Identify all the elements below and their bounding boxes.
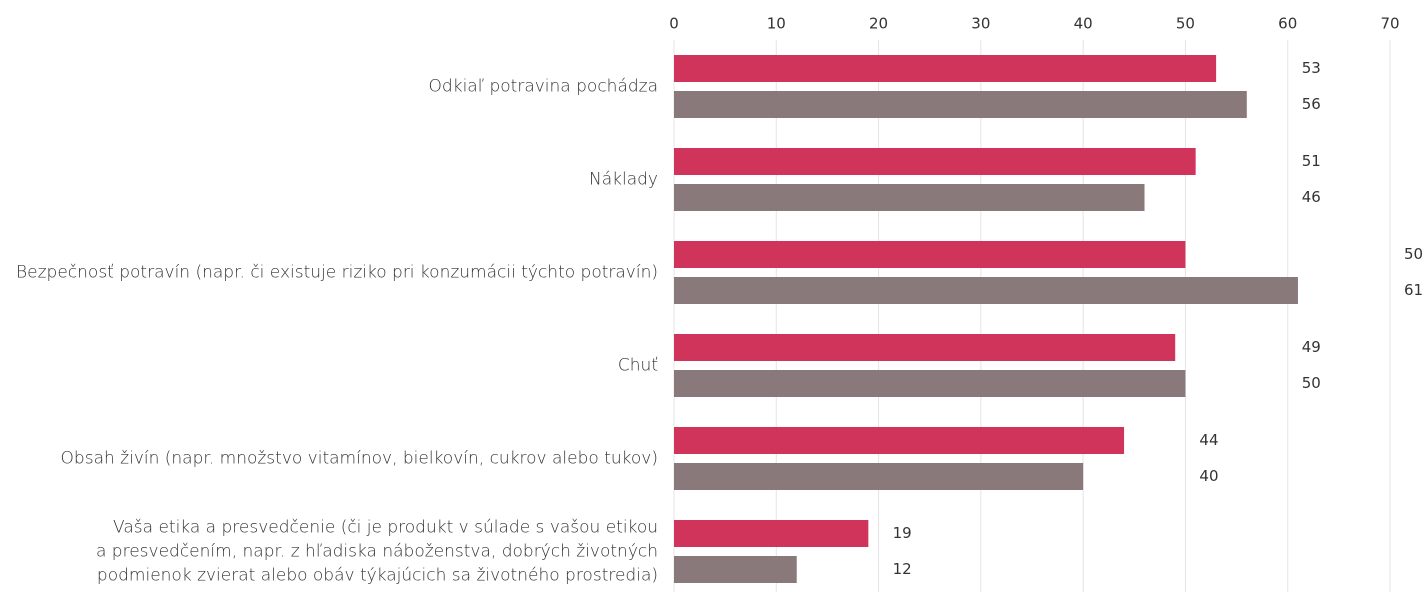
x-tick-label: 0 (669, 15, 679, 33)
value-label: 19 (893, 524, 912, 542)
value-label: 50 (1404, 245, 1423, 263)
value-label: 40 (1199, 467, 1218, 485)
value-label: 51 (1302, 152, 1321, 170)
category-line: a presvedčením, napr. z hľadiska nábožen… (96, 542, 658, 562)
category-label: Náklady (589, 170, 658, 190)
bar (674, 55, 1217, 82)
value-label: 50 (1302, 374, 1321, 392)
value-label: 49 (1302, 338, 1321, 356)
bar (674, 277, 1298, 304)
category-label: Chuť (618, 356, 658, 376)
bar (674, 556, 797, 583)
bar (674, 148, 1196, 175)
bar (674, 463, 1084, 490)
x-tick-label: 30 (971, 15, 990, 33)
x-tick-label: 40 (1074, 15, 1093, 33)
bar (674, 427, 1125, 454)
bar (674, 334, 1176, 361)
bar (674, 520, 869, 547)
category-label: Obsah živín (napr. množstvo vitamínov, b… (61, 449, 658, 469)
category-label: Vaša etika a presvedčenie (či je produkt… (96, 518, 658, 586)
category-line: podmienok zvierat alebo obáv týkajúcich … (97, 566, 658, 586)
bar (674, 370, 1186, 397)
value-label: 61 (1404, 281, 1423, 299)
category-label: Odkiaľ potravina pochádza (429, 77, 658, 97)
x-tick-label: 20 (869, 15, 888, 33)
bar (674, 91, 1247, 118)
category-line: Vaša etika a presvedčenie (či je produkt… (113, 518, 658, 538)
value-label: 56 (1302, 95, 1321, 113)
x-tick-label: 70 (1380, 15, 1399, 33)
value-label: 53 (1302, 59, 1321, 77)
value-label: 12 (893, 560, 912, 578)
x-tick-label: 60 (1278, 15, 1297, 33)
bar (674, 241, 1186, 268)
value-label: 46 (1302, 188, 1321, 206)
x-tick-label: 50 (1176, 15, 1195, 33)
category-label: Bezpečnosť potravín (napr. či existuje r… (16, 263, 658, 283)
bar (674, 184, 1145, 211)
x-tick-label: 10 (767, 15, 786, 33)
value-label: 44 (1199, 431, 1218, 449)
